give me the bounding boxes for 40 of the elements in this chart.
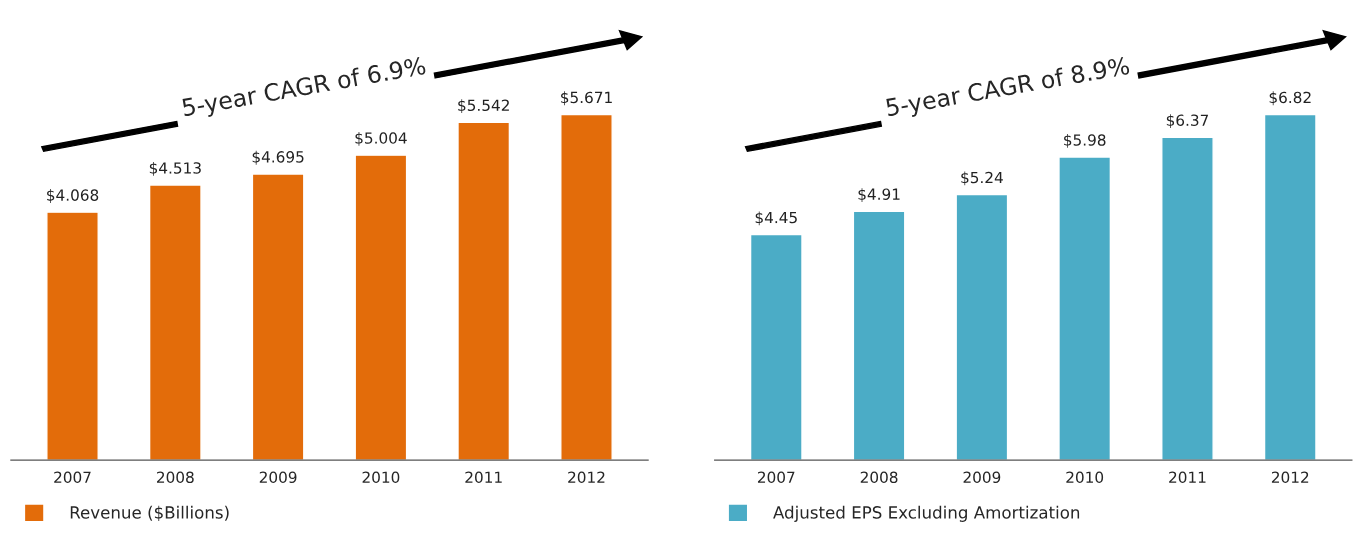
x-tick-label: 2010 [1066, 471, 1104, 484]
bar [560, 113, 613, 461]
x-tick-label: 2012 [568, 471, 605, 484]
data-label: $4.45 [755, 211, 797, 226]
annotation: 5-year CAGR of 8.9% [885, 56, 1131, 122]
data-label: $6.82 [1269, 91, 1311, 106]
x-tick-label: 2010 [362, 471, 400, 484]
data-label: $5.671 [561, 91, 612, 106]
x-tick-label: 2009 [259, 471, 297, 484]
data-label: $4.068 [47, 189, 99, 203]
data-label: $5.98 [1064, 133, 1106, 148]
data-label: $5.24 [961, 171, 1003, 186]
data-label: $4.91 [858, 188, 900, 202]
x-tick-label: 2008 [157, 471, 194, 484]
x-tick-label: 2012 [1271, 471, 1309, 484]
bar [749, 233, 803, 461]
x-tick-label: 2007 [757, 471, 795, 484]
bar [852, 210, 906, 461]
x-tick-label: 2008 [860, 471, 898, 484]
legend-label: Revenue ($Billions) [70, 505, 229, 521]
bar [148, 184, 202, 461]
bar [46, 211, 99, 461]
x-tick-label: 2011 [1169, 471, 1206, 484]
annotation: 5-year CAGR of 6.9% [181, 56, 427, 122]
bar [955, 193, 1009, 461]
data-label: $5.542 [458, 99, 509, 114]
bar [1263, 113, 1317, 461]
legend-label: Adjusted EPS Excluding Amortization [773, 505, 1080, 522]
data-label: $6.37 [1166, 114, 1209, 129]
bar [354, 154, 408, 461]
bar [457, 121, 511, 461]
x-tick-label: 2011 [465, 471, 502, 484]
bar [251, 173, 305, 461]
x-tick-label: 2009 [963, 471, 1001, 484]
bar [1161, 136, 1214, 461]
data-label: $5.004 [355, 132, 407, 146]
data-label: $4.513 [149, 161, 201, 176]
x-tick-label: 2007 [54, 471, 91, 484]
bar [1058, 156, 1112, 461]
data-label: $4.695 [252, 150, 304, 165]
